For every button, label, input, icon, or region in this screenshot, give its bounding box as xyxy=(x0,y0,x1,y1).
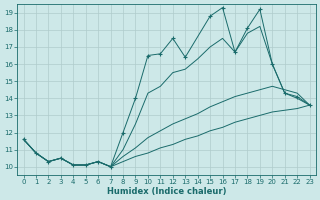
X-axis label: Humidex (Indice chaleur): Humidex (Indice chaleur) xyxy=(107,187,226,196)
